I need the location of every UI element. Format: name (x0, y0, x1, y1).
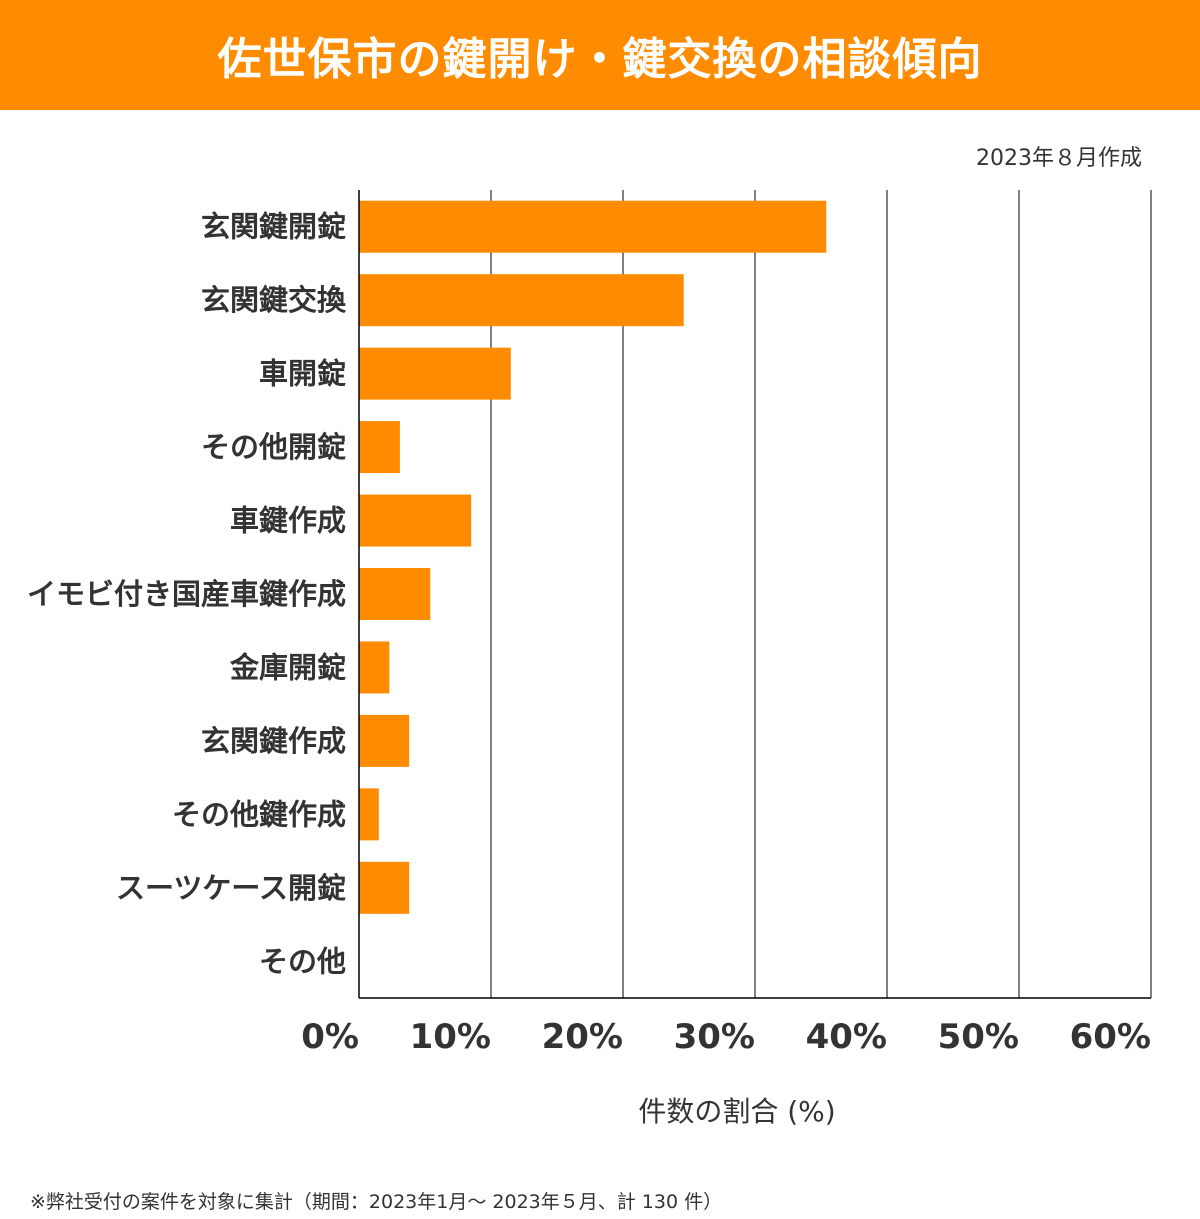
bar (359, 714, 410, 767)
date-label: 2023年８月作成 (976, 146, 1142, 171)
bar (359, 274, 684, 327)
chart-title: 佐世保市の鍵開け・鍵交換の相談傾向 (217, 34, 983, 85)
x-tick-label: 0% (301, 1017, 359, 1057)
category-label: 車鍵作成 (230, 504, 346, 538)
x-tick-label: 20% (542, 1017, 623, 1057)
category-label: 玄関鍵作成 (201, 724, 346, 758)
x-tick-label: 50% (938, 1017, 1019, 1057)
x-axis-label: 件数の割合 (%) (638, 1095, 836, 1128)
title-bar: 佐世保市の鍵開け・鍵交換の相談傾向 (0, 0, 1200, 110)
bar (359, 788, 379, 841)
category-label: スーツケース開錠 (116, 871, 346, 905)
bar (359, 200, 827, 253)
category-label: その他開錠 (201, 430, 346, 464)
x-tick-label: 60% (1070, 1017, 1151, 1057)
category-label: その他 (259, 944, 346, 978)
category-label: 玄関鍵開錠 (201, 210, 346, 244)
x-tick-label: 10% (410, 1017, 491, 1057)
category-label: 玄関鍵交換 (201, 283, 347, 317)
bar (359, 494, 472, 547)
bar (359, 421, 400, 474)
category-label: 金庫開錠 (229, 650, 346, 684)
bar (359, 861, 410, 914)
category-label: 車開錠 (259, 357, 346, 391)
x-tick-label: 40% (806, 1017, 887, 1057)
bar (359, 641, 390, 694)
x-tick-label: 30% (674, 1017, 755, 1057)
footnote: ※弊社受付の案件を対象に集計（期間：2023年1月～ 2023年５月、計 130… (30, 1191, 723, 1213)
category-label: その他鍵作成 (172, 797, 346, 831)
category-label: イモビ付き国産車鍵作成 (27, 577, 346, 611)
bar (359, 568, 431, 620)
bar (359, 347, 511, 400)
